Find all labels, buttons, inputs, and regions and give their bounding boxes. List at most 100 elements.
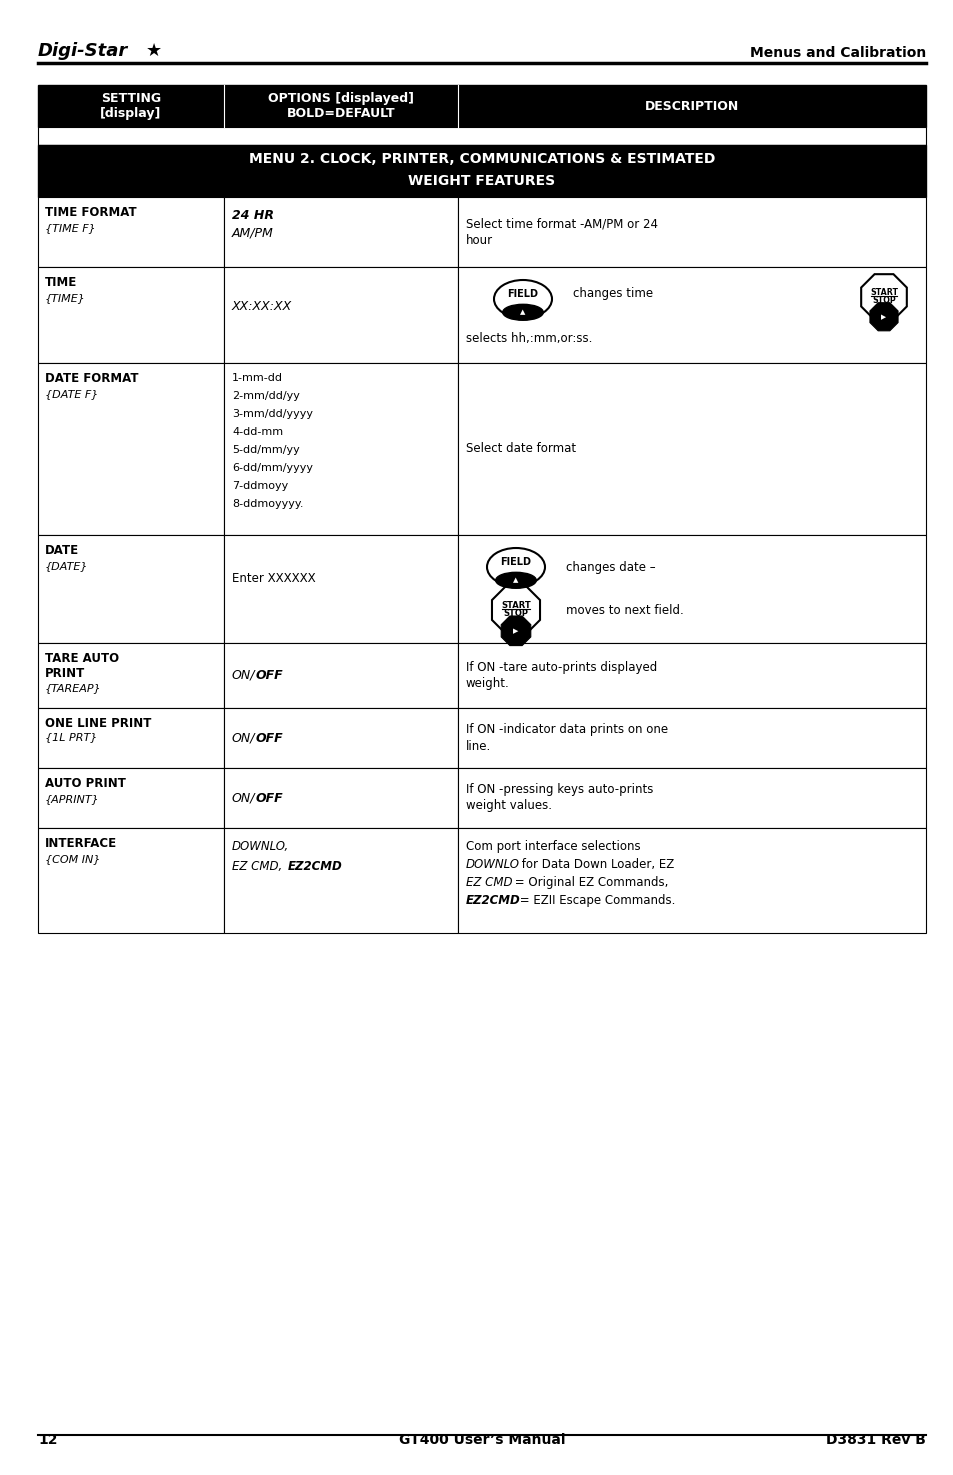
Bar xyxy=(38,363,224,535)
Text: If ON -tare auto-prints displayed: If ON -tare auto-prints displayed xyxy=(465,661,657,674)
Polygon shape xyxy=(869,302,897,330)
Text: ONE LINE PRINT: ONE LINE PRINT xyxy=(45,717,152,730)
Bar xyxy=(38,198,224,267)
Text: EZ CMD,: EZ CMD, xyxy=(232,860,286,873)
Ellipse shape xyxy=(494,280,552,319)
Bar xyxy=(224,827,457,934)
Bar xyxy=(457,827,925,934)
Text: FIELD: FIELD xyxy=(500,558,531,566)
Bar xyxy=(38,827,224,934)
Text: = Original EZ Commands,: = Original EZ Commands, xyxy=(511,876,668,889)
Bar xyxy=(38,127,925,145)
Bar xyxy=(224,198,457,267)
Polygon shape xyxy=(500,617,530,646)
Text: OFF: OFF xyxy=(255,670,283,681)
Text: 3-mm/dd/yyyy: 3-mm/dd/yyyy xyxy=(232,409,313,419)
Bar xyxy=(457,267,925,363)
Text: START: START xyxy=(869,288,897,296)
Bar xyxy=(38,86,925,127)
Text: ▶: ▶ xyxy=(881,314,885,320)
Text: If ON -pressing keys auto-prints: If ON -pressing keys auto-prints xyxy=(465,783,653,796)
Text: INTERFACE: INTERFACE xyxy=(45,836,117,850)
Text: STOP: STOP xyxy=(871,296,895,305)
Ellipse shape xyxy=(502,304,542,320)
Text: Menus and Calibration: Menus and Calibration xyxy=(749,46,925,60)
Polygon shape xyxy=(492,586,539,634)
Text: OPTIONS [displayed]
BOLD=DEFAULT: OPTIONS [displayed] BOLD=DEFAULT xyxy=(268,91,414,119)
Text: Select time format -AM/PM or 24: Select time format -AM/PM or 24 xyxy=(465,217,658,230)
Bar xyxy=(38,643,224,708)
Text: DESCRIPTION: DESCRIPTION xyxy=(644,99,739,112)
Text: ▲: ▲ xyxy=(519,310,525,316)
Text: {COM IN}: {COM IN} xyxy=(45,854,100,864)
Ellipse shape xyxy=(496,572,536,589)
Text: Com port interface selections: Com port interface selections xyxy=(465,839,640,853)
Text: 5-dd/mm/yy: 5-dd/mm/yy xyxy=(232,445,299,454)
Text: changes time: changes time xyxy=(573,288,653,301)
Text: {DATE}: {DATE} xyxy=(45,560,89,571)
Text: {TIME F}: {TIME F} xyxy=(45,223,95,233)
Polygon shape xyxy=(861,274,906,320)
Text: START: START xyxy=(500,600,530,609)
Text: Select date format: Select date format xyxy=(465,442,576,456)
Bar xyxy=(38,267,224,363)
Text: line.: line. xyxy=(465,739,491,752)
Text: GT400 User’s Manual: GT400 User’s Manual xyxy=(398,1434,565,1447)
Text: ★: ★ xyxy=(146,41,162,60)
Text: {DATE F}: {DATE F} xyxy=(45,389,98,400)
Text: TIME: TIME xyxy=(45,276,77,289)
Text: ▶: ▶ xyxy=(513,628,518,634)
Ellipse shape xyxy=(486,549,544,586)
Text: {TIME}: {TIME} xyxy=(45,294,86,302)
Text: weight.: weight. xyxy=(465,677,509,690)
Bar xyxy=(224,768,457,827)
Bar xyxy=(457,708,925,768)
Text: 6-dd/mm/yyyy: 6-dd/mm/yyyy xyxy=(232,463,313,473)
Text: MENU 2. CLOCK, PRINTER, COMMUNICATIONS & ESTIMATED: MENU 2. CLOCK, PRINTER, COMMUNICATIONS &… xyxy=(249,152,715,167)
Text: 8-ddmoyyyy.: 8-ddmoyyyy. xyxy=(232,499,303,509)
Text: AM/PM: AM/PM xyxy=(232,227,274,240)
Text: moves to next field.: moves to next field. xyxy=(565,603,683,617)
Text: DATE FORMAT: DATE FORMAT xyxy=(45,372,138,385)
Text: TARE AUTO: TARE AUTO xyxy=(45,652,119,665)
Text: WEIGHT FEATURES: WEIGHT FEATURES xyxy=(408,174,555,187)
Text: ▲: ▲ xyxy=(513,577,518,583)
Text: XX:XX:XX: XX:XX:XX xyxy=(232,301,292,314)
Text: weight values.: weight values. xyxy=(465,799,552,813)
Text: = EZII Escape Commands.: = EZII Escape Commands. xyxy=(516,894,675,907)
Bar xyxy=(224,535,457,643)
Bar xyxy=(38,535,224,643)
Text: Digi-Star: Digi-Star xyxy=(38,41,128,60)
Bar xyxy=(224,708,457,768)
Text: 1-mm-dd: 1-mm-dd xyxy=(232,373,283,384)
Bar xyxy=(457,535,925,643)
Bar xyxy=(38,768,224,827)
Bar xyxy=(457,768,925,827)
Text: 4-dd-mm: 4-dd-mm xyxy=(232,426,283,437)
Text: SETTING
[display]: SETTING [display] xyxy=(100,91,161,119)
Text: EZ2CMD: EZ2CMD xyxy=(288,860,342,873)
Text: 24 HR: 24 HR xyxy=(232,209,274,223)
Bar xyxy=(224,267,457,363)
Text: 12: 12 xyxy=(38,1434,57,1447)
Text: hour: hour xyxy=(465,233,493,246)
Text: DATE: DATE xyxy=(45,544,79,558)
Text: EZ CMD: EZ CMD xyxy=(465,876,512,889)
Text: OFF: OFF xyxy=(255,792,283,804)
Bar xyxy=(224,643,457,708)
Bar xyxy=(224,363,457,535)
Bar xyxy=(457,363,925,535)
Text: {APRINT}: {APRINT} xyxy=(45,794,100,804)
Text: EZ2CMD: EZ2CMD xyxy=(465,894,520,907)
Bar xyxy=(457,198,925,267)
Text: If ON -indicator data prints on one: If ON -indicator data prints on one xyxy=(465,724,667,736)
Text: {1L PRT}: {1L PRT} xyxy=(45,732,97,742)
Text: OFF: OFF xyxy=(255,732,283,745)
Text: D3831 Rev B: D3831 Rev B xyxy=(825,1434,925,1447)
Text: 7-ddmoyy: 7-ddmoyy xyxy=(232,481,288,491)
Text: DOWNLO: DOWNLO xyxy=(465,858,519,872)
Text: for Data Down Loader, EZ: for Data Down Loader, EZ xyxy=(517,858,674,872)
Text: selects hh,:mm,or:ss.: selects hh,:mm,or:ss. xyxy=(465,332,592,345)
Bar xyxy=(38,708,224,768)
Text: STOP: STOP xyxy=(503,609,528,618)
